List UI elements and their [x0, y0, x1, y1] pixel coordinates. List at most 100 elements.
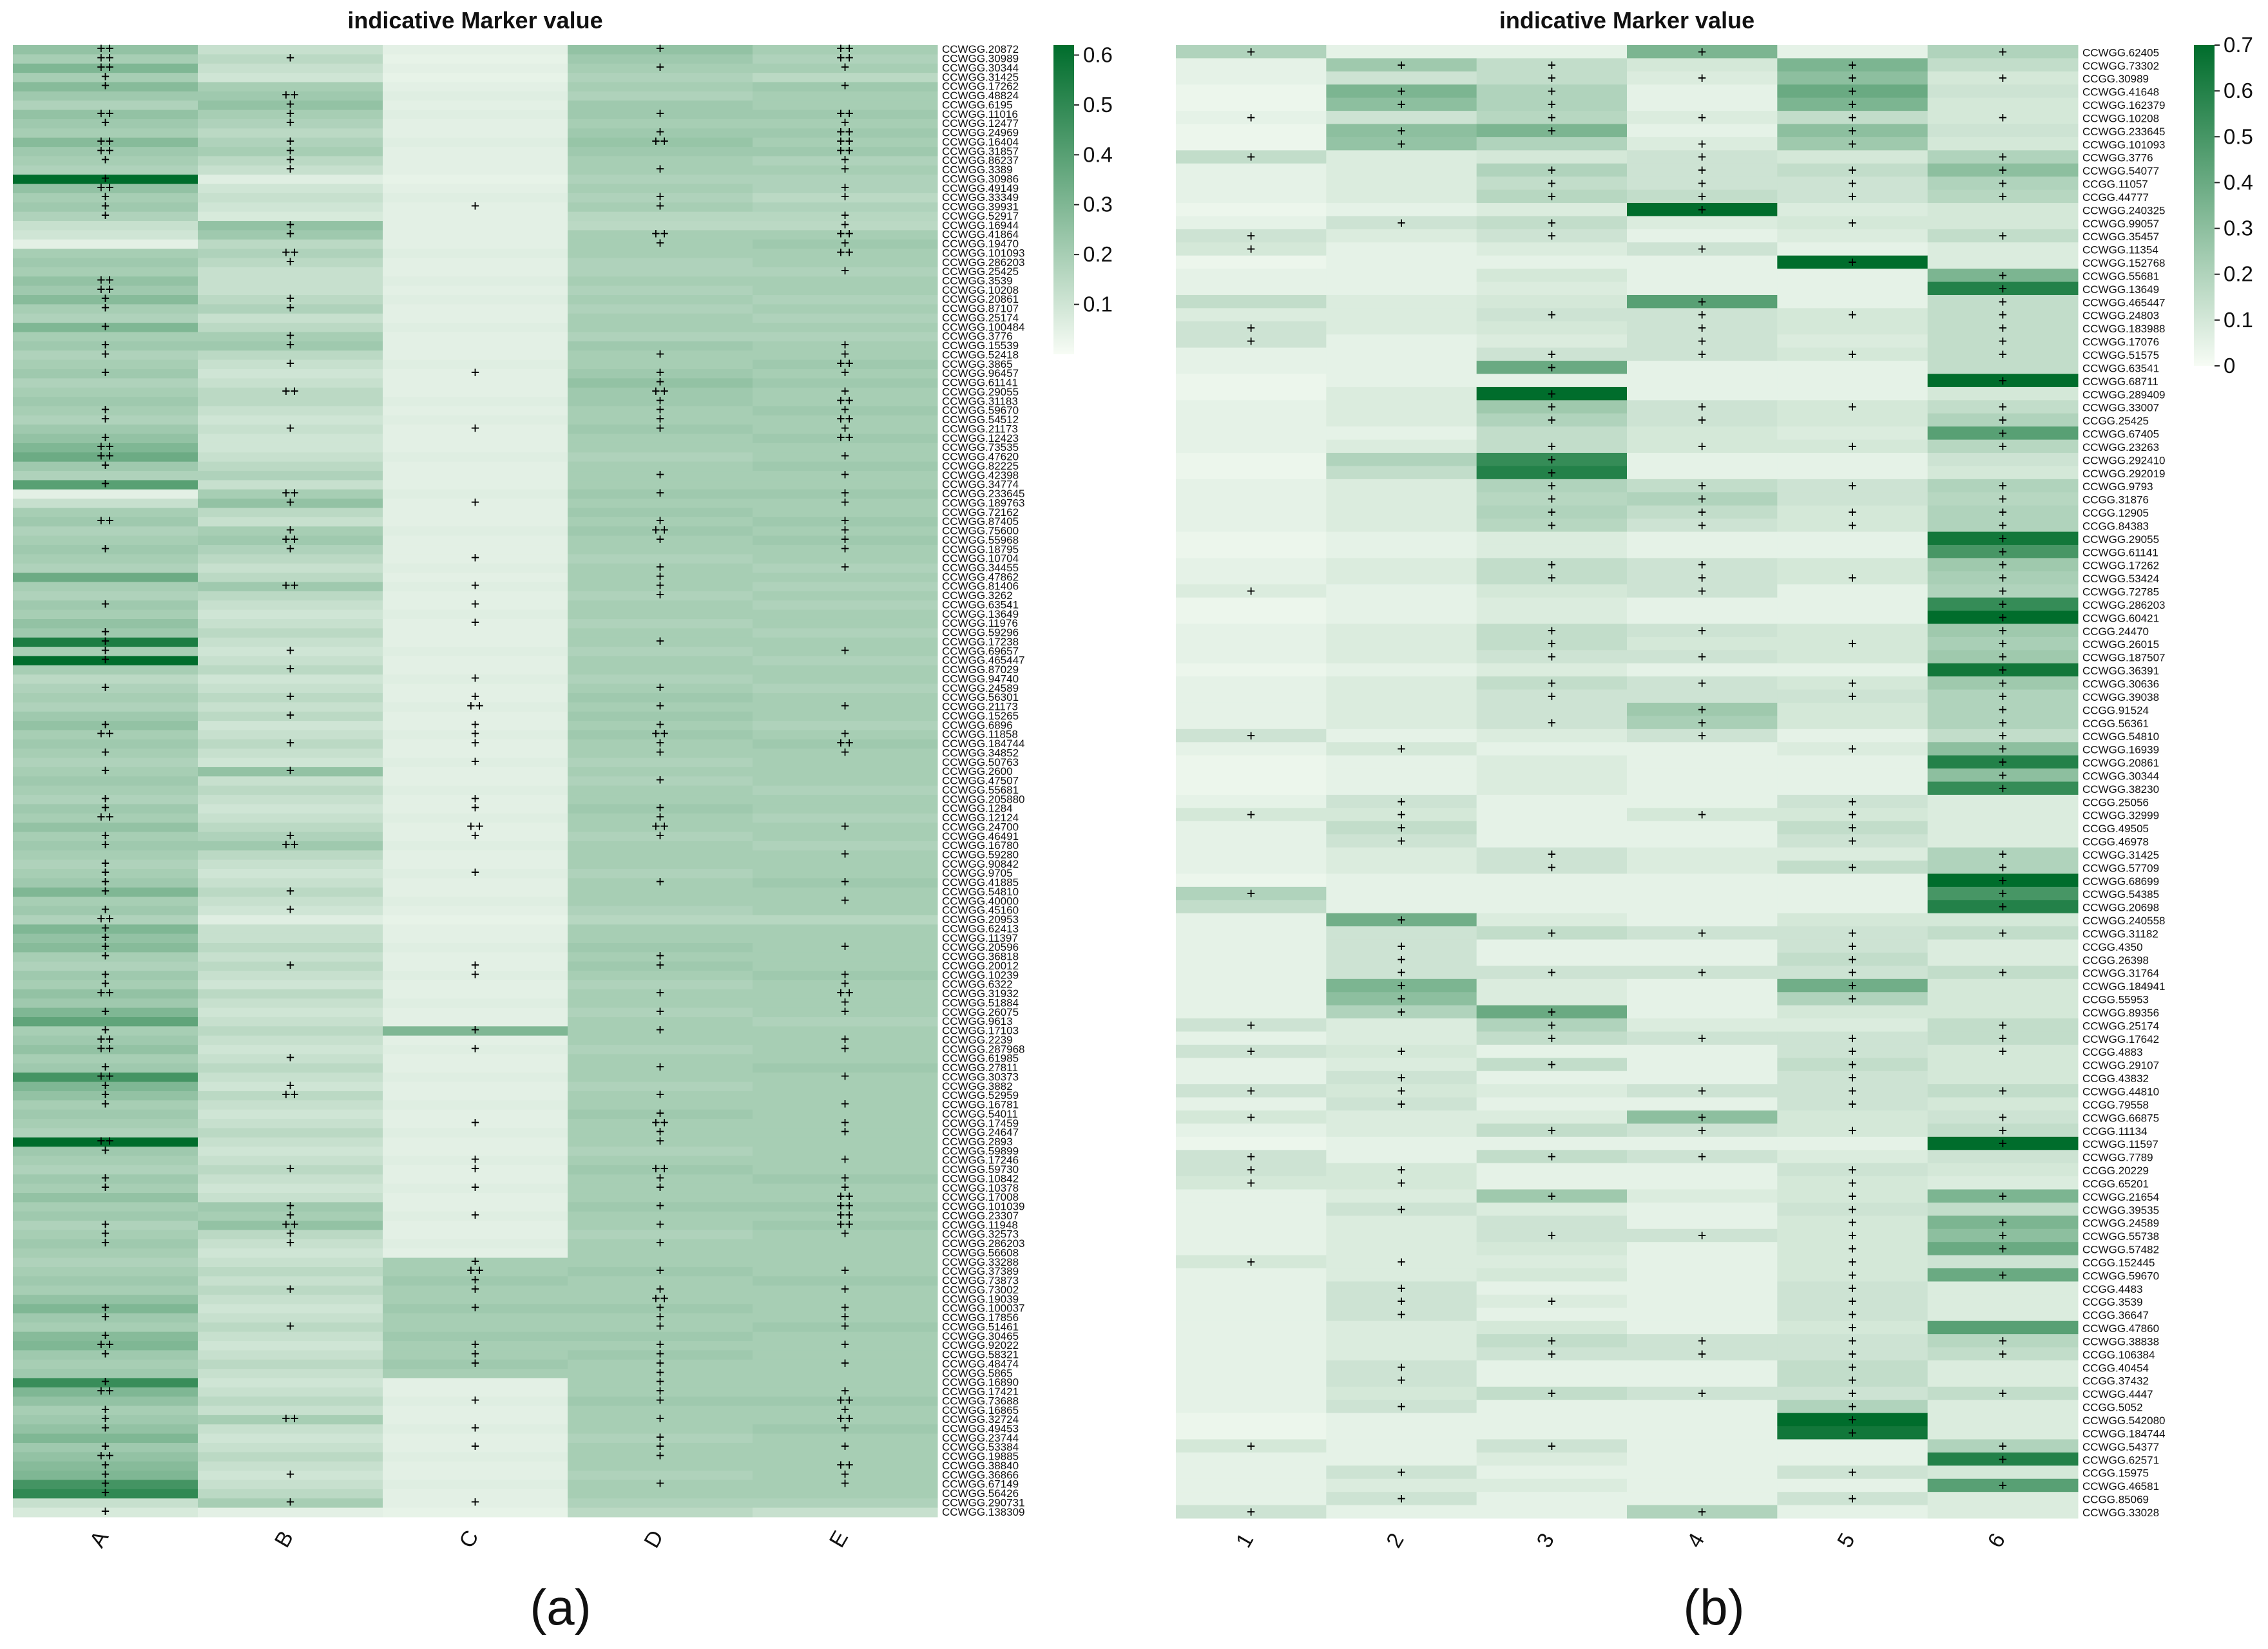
heatmap-cell [1326, 400, 1477, 414]
heatmap-cell [568, 276, 753, 287]
heatmap-cell [198, 785, 383, 796]
heatmap-cell [13, 721, 198, 730]
heatmap-cell [753, 304, 938, 314]
heatmap-cell [13, 249, 198, 259]
heatmap-cell [198, 1016, 383, 1027]
heatmap-cell [1777, 1400, 1928, 1414]
heatmap-cell [1927, 189, 2079, 204]
significance-mark: + [841, 1068, 849, 1084]
heatmap-cell [1927, 281, 2079, 296]
heatmap-cell [13, 1109, 198, 1120]
heatmap-cell [13, 1369, 198, 1378]
significance-mark: + [841, 540, 849, 557]
heatmap-cell [1476, 650, 1628, 664]
heatmap-cell [13, 1322, 198, 1333]
heatmap-cell [1927, 1176, 2079, 1190]
heatmap-cell [383, 1202, 568, 1212]
heatmap-cell [568, 1369, 753, 1378]
heatmap-panel-b: indicative Marker value+ + + CCWGG.62405+ + +… [1176, 7, 2253, 1635]
heatmap-cell [1176, 702, 1327, 716]
significance-mark: + [1848, 1241, 1856, 1257]
heatmap-cell [1627, 913, 1778, 927]
heatmap-cell [753, 878, 938, 888]
heatmap-cell [13, 952, 198, 962]
significance-mark: + [1848, 189, 1856, 205]
heatmap-cell [1176, 611, 1327, 624]
heatmap-cell [568, 721, 753, 730]
significance-mark: + [1999, 1109, 2007, 1125]
row-label: CCWGG.10239 [942, 969, 1019, 981]
heatmap-cell [1476, 821, 1628, 835]
heatmap-cell [1777, 1386, 1928, 1400]
heatmap-cell [1627, 334, 1778, 348]
row-label: CCWGG.9705 [942, 867, 1013, 879]
heatmap-cell [198, 406, 383, 416]
heatmap-cell [753, 619, 938, 629]
heatmap-cell [1927, 1071, 2079, 1085]
heatmap-cell [1777, 821, 1928, 835]
heatmap-cell [198, 313, 383, 323]
heatmap-cell [1476, 886, 1628, 901]
heatmap-cell [753, 406, 938, 416]
heatmap-cell [383, 1433, 568, 1444]
heatmap-cell [1326, 361, 1477, 374]
significance-mark: + [1548, 439, 1556, 455]
heatmap-cell [1176, 676, 1327, 691]
heatmap-cell [1627, 1373, 1778, 1387]
heatmap-cell [198, 952, 383, 962]
row-label: CCWGG.10704 [942, 553, 1019, 565]
heatmap-cell [1777, 768, 1928, 782]
heatmap-cell [13, 1202, 198, 1212]
column-label: D [639, 1526, 668, 1552]
significance-mark: + [1247, 228, 1255, 244]
row-label: CCWGG.13649 [942, 608, 1019, 620]
heatmap-cell [1777, 58, 1928, 72]
heatmap-cell [383, 341, 568, 351]
significance-mark: + [1848, 1044, 1856, 1060]
heatmap-cell [13, 452, 198, 462]
heatmap-cell [753, 1452, 938, 1462]
heatmap-cell [1476, 1202, 1628, 1216]
heatmap-cell [1927, 1334, 2079, 1348]
significance-mark: + [101, 855, 110, 872]
heatmap-cell [1326, 1426, 1477, 1440]
significance-mark: + [1999, 478, 2007, 494]
significance-mark: ++ [836, 1216, 854, 1232]
heatmap-cell [383, 1313, 568, 1323]
heatmap-cell [568, 54, 753, 64]
heatmap-cell [568, 619, 753, 629]
heatmap-cell [568, 1165, 753, 1175]
heatmap-cell [1326, 544, 1477, 558]
row-label: CCWGG.240325 [2082, 204, 2166, 216]
row-label: CCWGG.59296 [942, 627, 1019, 639]
significance-mark: + [1698, 70, 1706, 86]
heatmap-cell [1176, 347, 1327, 361]
significance-mark: + [1999, 1044, 2007, 1060]
significance-mark: ++ [97, 50, 114, 66]
heatmap-cell [13, 350, 198, 361]
heatmap-cell [1476, 636, 1628, 651]
row-label: CCWGG.292410 [2082, 454, 2166, 466]
row-label: CCWGG.24803 [2082, 310, 2159, 322]
heatmap-cell [753, 100, 938, 111]
row-label: CCWGG.23307 [942, 1210, 1019, 1222]
significance-mark: + [656, 106, 664, 122]
row-label: CCWGG.60421 [2082, 612, 2159, 624]
row-label: CCWGG.21654 [2082, 1191, 2159, 1203]
heatmap-cell [13, 267, 198, 277]
colorbar-tick-label: 0.5 [2224, 124, 2253, 148]
heatmap-cell [1476, 597, 1628, 611]
heatmap-cell [13, 609, 198, 620]
significance-mark: ++ [836, 411, 854, 427]
heatmap-cell [1176, 1426, 1327, 1440]
significance-mark: ++ [836, 1411, 854, 1427]
heatmap-cell [1326, 966, 1477, 980]
significance-mark: + [1698, 412, 1706, 428]
heatmap-cell [753, 1193, 938, 1203]
heatmap-cell [753, 239, 938, 249]
heatmap-cell [1627, 347, 1778, 361]
row-label: CCWGG.53424 [2082, 573, 2159, 585]
heatmap-cell [13, 45, 198, 55]
heatmap-cell [1476, 505, 1628, 519]
heatmap-cell [1777, 203, 1928, 216]
